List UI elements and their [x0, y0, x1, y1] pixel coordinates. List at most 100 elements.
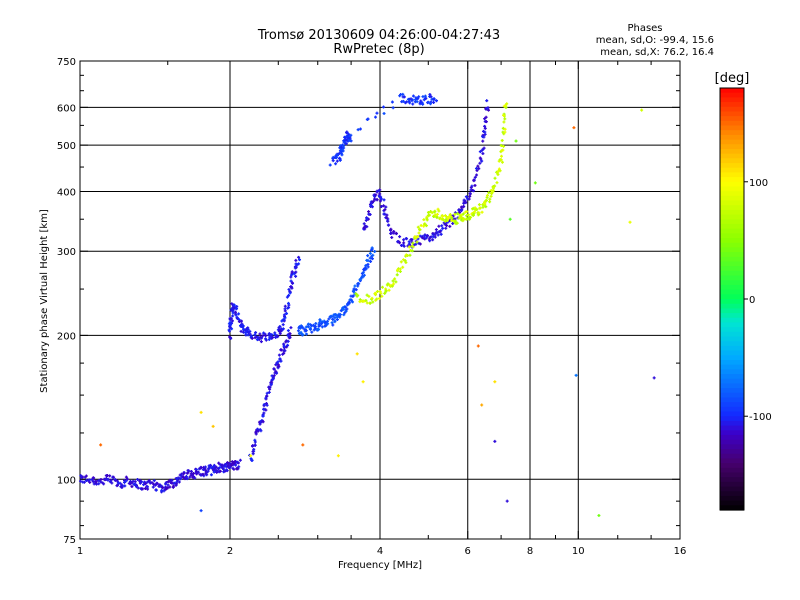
- data-point: [210, 466, 214, 470]
- data-point: [276, 363, 280, 367]
- data-point: [485, 194, 489, 198]
- data-point: [374, 115, 378, 119]
- data-point: [354, 288, 358, 292]
- data-point: [166, 486, 170, 490]
- colorbar-segment: [720, 92, 744, 98]
- data-point: [480, 159, 484, 163]
- data-point: [366, 259, 370, 263]
- data-point: [298, 258, 302, 262]
- data-point: [171, 484, 175, 488]
- data-point: [256, 429, 260, 433]
- data-point: [477, 211, 481, 215]
- data-point: [170, 478, 174, 482]
- colorbar-segment: [720, 472, 744, 478]
- data-point: [423, 222, 427, 226]
- data-point: [337, 156, 341, 160]
- data-point: [383, 208, 387, 212]
- data-point: [396, 268, 400, 272]
- data-point: [455, 221, 459, 225]
- data-point: [381, 285, 385, 289]
- data-point: [112, 475, 116, 479]
- colorbar-segment: [720, 270, 744, 277]
- data-point: [386, 219, 390, 223]
- data-point: [272, 374, 276, 378]
- data-point: [286, 334, 290, 338]
- colorbar-segment: [720, 434, 744, 441]
- data-point: [424, 236, 428, 240]
- data-point: [278, 357, 282, 361]
- data-point: [405, 100, 409, 104]
- data-point: [403, 259, 407, 263]
- data-point: [365, 225, 369, 229]
- data-point: [369, 260, 373, 264]
- data-point: [283, 307, 287, 311]
- data-point: [426, 213, 430, 217]
- data-point: [168, 485, 172, 489]
- data-point: [483, 126, 487, 130]
- data-point: [401, 99, 405, 103]
- data-point: [371, 253, 375, 257]
- data-point: [395, 273, 399, 277]
- data-point: [288, 332, 292, 336]
- data-point: [370, 246, 374, 250]
- data-point: [481, 129, 485, 133]
- data-point: [394, 231, 398, 235]
- data-point: [362, 273, 366, 277]
- colorbar-segment: [720, 228, 744, 234]
- data-point: [435, 99, 439, 103]
- data-point: [443, 219, 447, 223]
- data-point: [118, 481, 122, 485]
- colorbar-segment: [720, 505, 744, 511]
- data-point: [500, 160, 504, 164]
- chart-title: Tromsø 20130609 04:26:00-04:27:43: [257, 28, 500, 43]
- data-point: [123, 484, 127, 488]
- data-point: [443, 214, 447, 218]
- data-point: [214, 466, 218, 470]
- data-point: [385, 216, 389, 220]
- data-point: [357, 282, 361, 286]
- data-point: [258, 332, 262, 336]
- x-tick-label: 10: [572, 546, 585, 557]
- data-point: [301, 333, 305, 337]
- colorbar-segment: [720, 364, 744, 370]
- data-point: [199, 509, 203, 513]
- data-point: [499, 158, 503, 162]
- data-point: [451, 222, 455, 226]
- data-point: [340, 145, 344, 149]
- data-point: [241, 325, 245, 329]
- data-point: [352, 287, 356, 291]
- data-point: [398, 235, 402, 239]
- data-point: [482, 146, 486, 150]
- data-point: [402, 244, 406, 248]
- data-point: [330, 321, 334, 325]
- data-point: [326, 322, 330, 326]
- data-point: [431, 238, 435, 242]
- data-point: [416, 97, 420, 101]
- data-point: [364, 299, 368, 303]
- colorbar-segment: [720, 486, 744, 492]
- data-point: [481, 152, 485, 156]
- data-point: [115, 479, 119, 483]
- data-point: [354, 292, 358, 296]
- data-point: [175, 482, 179, 486]
- data-point: [286, 301, 290, 305]
- colorbar-tick-label: 0: [749, 295, 755, 306]
- data-point: [255, 427, 259, 431]
- colorbar-segment: [720, 275, 744, 281]
- colorbar-segment: [720, 97, 744, 103]
- data-point: [261, 334, 265, 338]
- data-point: [341, 307, 345, 311]
- colorbar-segment: [720, 449, 744, 455]
- colorbar-segment: [720, 284, 744, 291]
- data-point: [306, 325, 310, 329]
- data-point: [339, 309, 343, 313]
- data-point: [471, 213, 475, 217]
- data-point: [227, 329, 231, 333]
- data-point: [404, 260, 408, 264]
- data-point: [459, 215, 463, 219]
- data-point: [310, 330, 314, 334]
- colorbar-segment: [720, 477, 744, 483]
- data-point: [502, 144, 506, 148]
- data-point: [441, 214, 445, 218]
- data-point: [383, 212, 387, 216]
